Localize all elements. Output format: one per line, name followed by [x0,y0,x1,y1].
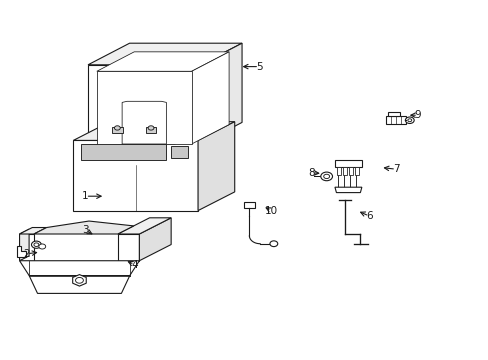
Polygon shape [386,116,405,124]
Polygon shape [387,112,399,116]
Bar [112,127,122,132]
Polygon shape [113,99,175,144]
Text: 2: 2 [23,249,30,259]
Polygon shape [97,52,228,71]
Text: 1: 1 [82,191,89,201]
Circle shape [148,126,154,130]
Polygon shape [337,167,341,175]
Polygon shape [334,160,361,167]
Polygon shape [334,187,361,193]
Polygon shape [118,218,171,234]
Text: 6: 6 [365,211,372,221]
Polygon shape [122,101,166,144]
Polygon shape [118,234,139,261]
Polygon shape [200,43,242,144]
Polygon shape [243,202,255,208]
Circle shape [114,126,120,130]
Polygon shape [88,43,242,65]
Polygon shape [200,92,213,144]
Circle shape [320,172,332,181]
Text: 9: 9 [414,110,421,120]
Polygon shape [20,261,139,276]
Circle shape [31,241,41,248]
Text: 10: 10 [264,206,277,216]
Polygon shape [97,71,191,144]
Polygon shape [73,122,234,140]
Circle shape [323,174,329,179]
Polygon shape [354,167,358,175]
Polygon shape [20,228,46,234]
Circle shape [39,244,45,249]
Polygon shape [81,144,165,160]
Polygon shape [170,145,188,158]
Text: 5: 5 [255,62,262,72]
Polygon shape [73,140,198,211]
Circle shape [405,117,413,123]
Text: 4: 4 [131,260,138,270]
Polygon shape [198,122,234,211]
Polygon shape [139,218,171,261]
Polygon shape [34,221,133,234]
Bar [145,127,156,132]
Polygon shape [343,167,346,175]
Polygon shape [17,247,26,257]
Text: 7: 7 [392,164,399,174]
Polygon shape [348,167,352,175]
Polygon shape [191,52,228,144]
Circle shape [407,119,411,122]
Polygon shape [88,65,200,144]
Polygon shape [20,234,34,261]
Text: 8: 8 [308,168,315,178]
Polygon shape [20,229,29,261]
Circle shape [75,278,83,283]
Circle shape [34,243,39,247]
Circle shape [269,241,277,247]
Polygon shape [29,276,129,293]
Text: 3: 3 [82,225,89,235]
